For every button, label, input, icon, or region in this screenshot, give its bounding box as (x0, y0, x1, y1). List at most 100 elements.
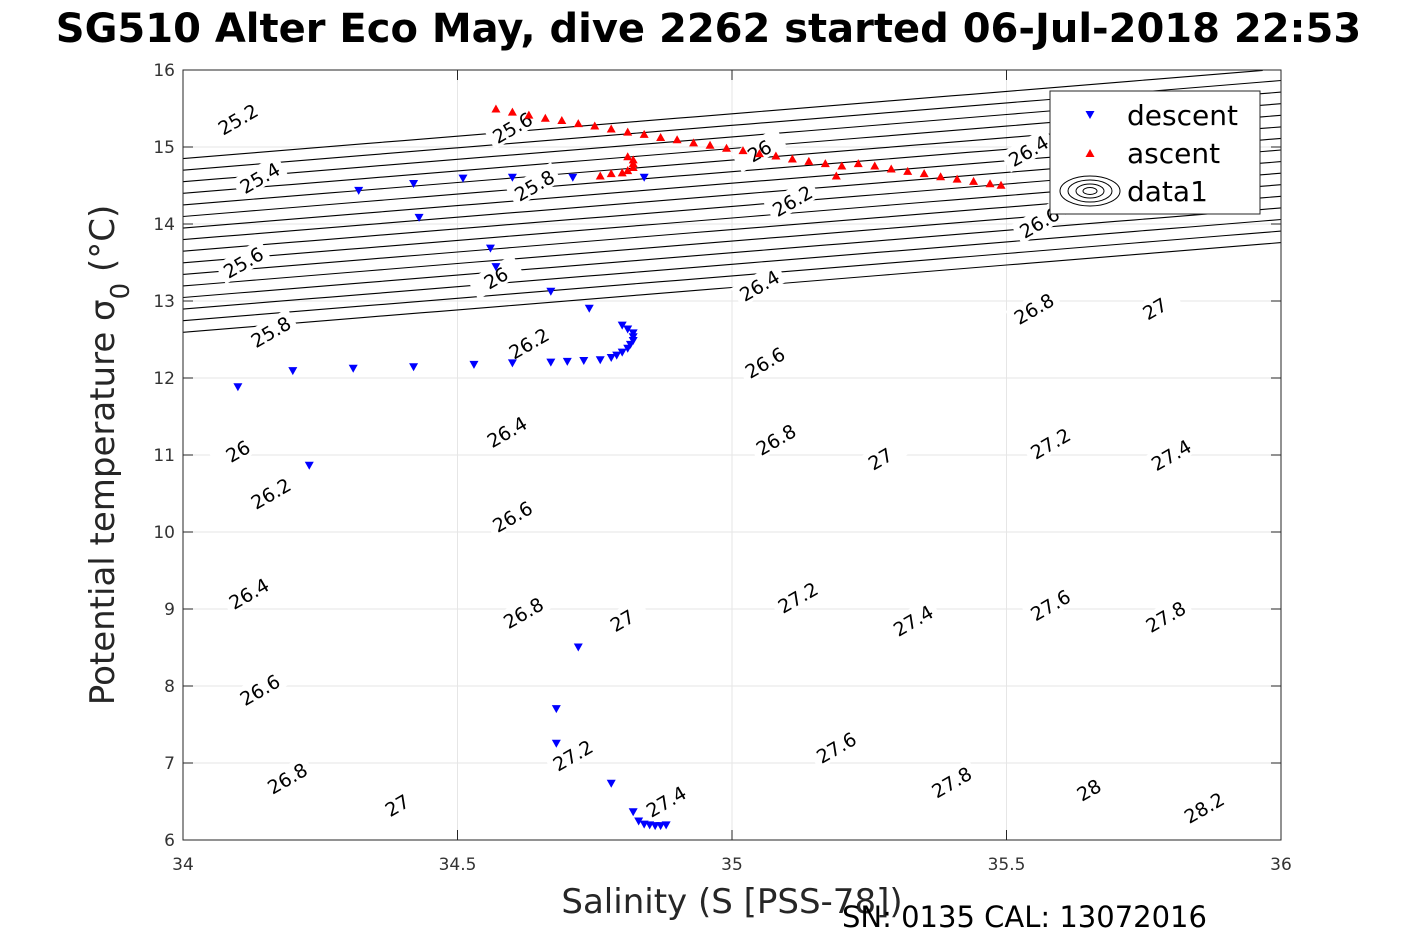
legend-contour-icon (1059, 175, 1121, 207)
contour-label-bg (483, 493, 540, 539)
descent-point (562, 357, 572, 366)
ascent-point (787, 154, 797, 163)
contour-label-bg (214, 239, 271, 285)
ascent-point (837, 161, 847, 170)
contour-label-bg (593, 597, 650, 643)
contour-label-bg (258, 755, 315, 801)
ascent-point (606, 169, 616, 178)
descent-point (606, 353, 616, 362)
descent-point (414, 213, 424, 222)
descent-point (348, 364, 358, 373)
descent-point (628, 329, 638, 338)
descent-point (606, 779, 616, 788)
ascent-point (639, 129, 649, 138)
ascent-point (919, 169, 929, 178)
ascent-point (623, 152, 633, 161)
y-tick-label: 12 (153, 369, 175, 389)
y-tick-label: 8 (164, 677, 175, 697)
legend-ascent-marker (1085, 149, 1095, 157)
descent-point (573, 643, 583, 652)
ascent-point (754, 149, 764, 158)
ascent-point (557, 116, 567, 125)
x-axis-ticks: 34 34.5 35 35.5 36 (172, 70, 1292, 875)
contour-label-bg (242, 470, 299, 516)
descent-point (409, 363, 419, 372)
chart-title: SG510 Alter Eco May, dive 2262 started 0… (55, 6, 1362, 52)
descent-point (409, 179, 419, 188)
contour-label-bg (505, 162, 562, 208)
ascent-point (952, 174, 962, 183)
ascent-point (969, 176, 979, 185)
x-tick-label: 35 (721, 855, 743, 875)
descent-point (612, 351, 622, 360)
contour-label-bg (1005, 285, 1062, 331)
ascent-point (689, 138, 699, 147)
y-axis-label-unit: (°C) (83, 205, 123, 283)
ascent-point (870, 161, 880, 170)
legend-ascent-label: ascent (1127, 137, 1220, 170)
y-tick-label: 6 (164, 831, 175, 851)
contour-label-bg (242, 308, 299, 354)
ascent-point (985, 179, 995, 188)
contour-label-bg (769, 574, 826, 620)
ascent-point (595, 171, 605, 180)
y-tick-label: 10 (153, 523, 175, 543)
contour-line (182, 242, 1282, 333)
y-tick-label: 16 (153, 61, 175, 81)
contour-label-bg (736, 339, 793, 385)
x-tick-label: 34.5 (439, 855, 477, 875)
legend: descent ascent data1 (1049, 90, 1261, 215)
y-tick-label: 14 (153, 215, 175, 235)
legend-data1-label: data1 (1127, 175, 1208, 208)
contour-label-bg (999, 127, 1056, 173)
calibration-footer: SN: 0135 CAL: 13072016 (842, 900, 1207, 934)
descent-point (458, 174, 468, 183)
descent-point (634, 817, 644, 826)
descent-point (546, 358, 556, 367)
descent-point (579, 357, 589, 366)
ascent-point (617, 168, 627, 177)
contour-label-bg (494, 589, 551, 635)
descent-point (507, 359, 517, 368)
contour-label-bg (747, 416, 804, 462)
ascent-point (903, 166, 913, 175)
descent-point (546, 287, 556, 296)
contour-label-bg (1175, 784, 1232, 830)
descent-point (288, 367, 298, 376)
descent-point (639, 173, 649, 182)
ascent-point (623, 127, 633, 136)
descent-point (656, 822, 666, 831)
ascent-point (804, 156, 814, 165)
contour-label-bg (231, 666, 288, 712)
descent-point (469, 360, 479, 369)
descent-point (485, 244, 495, 253)
contour-line (182, 69, 1263, 160)
ascent-point (491, 104, 501, 113)
contour-label-bg (1021, 581, 1078, 627)
y-tick-label: 7 (164, 754, 175, 774)
x-tick-label: 35.5 (988, 855, 1026, 875)
ascent-point (853, 159, 863, 168)
contour-label-bg (1126, 285, 1183, 331)
contour-label-bg (1021, 420, 1078, 466)
legend-contour-icon (1075, 183, 1105, 199)
y-axis-label-main: Potential temperature σ (83, 299, 123, 705)
contour-label-bg (730, 262, 787, 308)
contour-label-bg (500, 319, 557, 366)
descent-point (628, 808, 638, 817)
ascent-point (936, 172, 946, 181)
contour-line (182, 207, 1282, 299)
contour-label-bg (637, 778, 694, 824)
contour-label-bg (483, 104, 540, 150)
ascent-point (886, 164, 896, 173)
contour-label-bg (923, 758, 980, 804)
legend-contour-icon (1082, 187, 1098, 195)
x-tick-label: 34 (172, 855, 194, 875)
contour-label-bg (220, 570, 277, 616)
contour-label-bg (478, 408, 535, 454)
contour-label-bg (368, 781, 425, 828)
ascent-point (623, 166, 633, 175)
descent-point (568, 173, 578, 182)
contour-label-bg (1060, 766, 1117, 812)
contour-label-bg (209, 95, 266, 141)
